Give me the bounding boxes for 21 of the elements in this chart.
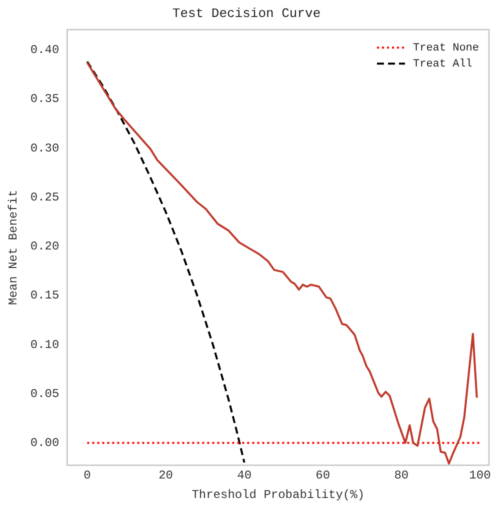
y-tick-label: 0.40 [30, 43, 60, 58]
y-tick-label: 0.10 [30, 338, 60, 352]
legend-label: Treat All [412, 58, 472, 71]
y-tick-label: 0.25 [30, 190, 60, 204]
x-tick-label: 0 [84, 468, 91, 483]
y-tick-label: 0.15 [30, 288, 60, 303]
y-tick-label: 0.05 [30, 386, 60, 401]
y-axis-title: Mean Net Benefit [6, 190, 20, 306]
y-tick-label: 0.35 [30, 92, 60, 106]
y-tick-label: 0.30 [30, 141, 60, 156]
y-tick-label: 0.00 [30, 436, 60, 450]
y-tick-label: 0.20 [30, 240, 60, 254]
x-tick-label: 60 [316, 468, 330, 483]
chart-title: Test Decision Curve [172, 6, 321, 22]
line-series [86, 60, 246, 464]
x-axis-title: Threshold Probability(%) [192, 488, 365, 502]
x-tick-label: 100 [469, 468, 491, 483]
x-tick-label: 20 [158, 468, 173, 483]
x-tick-label: 40 [237, 468, 252, 483]
x-tick-label: 80 [394, 468, 409, 483]
legend-label: Treat None [412, 42, 480, 55]
